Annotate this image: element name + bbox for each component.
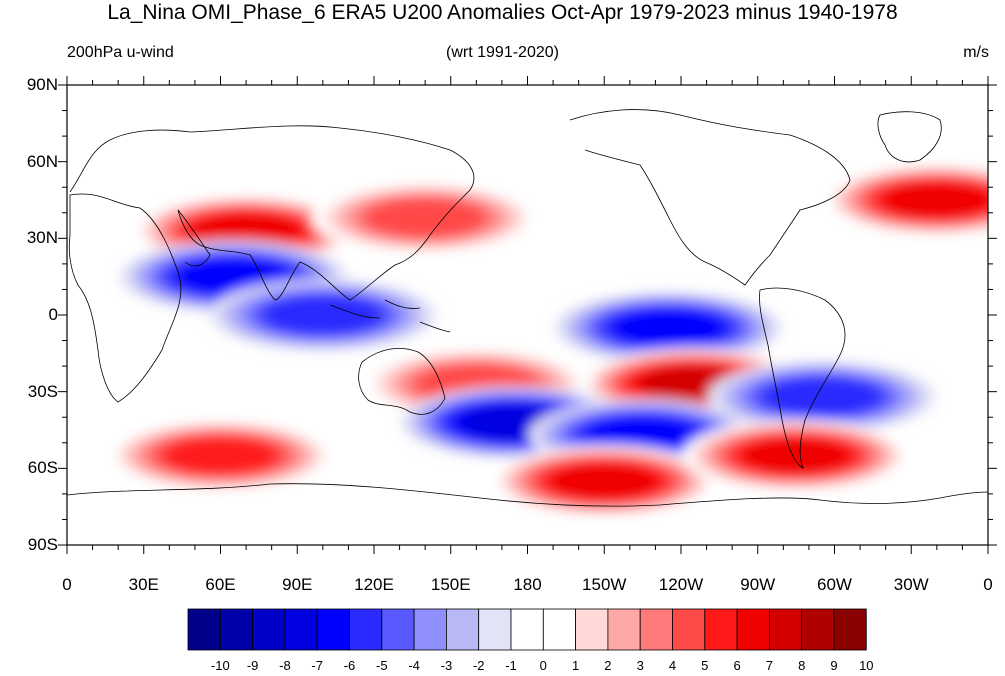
latitude-label: 90S (27, 535, 58, 554)
colorbar-label: -3 (440, 658, 453, 673)
colorbar-box (769, 608, 803, 651)
colorbar-box (672, 608, 706, 651)
colorbar-label: -8 (279, 658, 291, 673)
colorbar-label: -5 (376, 658, 388, 673)
longitude-label: 0 (62, 575, 72, 594)
colorbar-label: 6 (733, 658, 741, 673)
anomaly-contour (761, 376, 883, 417)
colorbar-box (542, 608, 576, 651)
colorbar-box (510, 608, 544, 651)
colorbar-box (639, 608, 673, 651)
colorbar-label: 3 (636, 658, 644, 673)
north-america-coastline (569, 109, 851, 286)
longitude-label: 90E (282, 575, 313, 594)
variable-label: 200hPa u-wind (67, 44, 174, 61)
colorbar-box (445, 608, 480, 651)
longitude-label: 30W (893, 575, 929, 594)
colorbar-label: -6 (343, 658, 356, 673)
latitude-label: 60S (27, 458, 58, 478)
colorbar-box (736, 608, 770, 651)
africa-coastline (68, 193, 182, 403)
colorbar-box (607, 608, 641, 651)
colorbar-box (801, 608, 835, 651)
south-america-coastline (759, 287, 846, 469)
maritime-continent-coastline (329, 299, 451, 333)
anomaly-contour (550, 463, 659, 500)
colorbar-box (187, 608, 221, 651)
longitude-label: 150W (582, 575, 627, 594)
anomaly-contour (585, 416, 700, 454)
coastlines (67, 109, 988, 507)
anomaly-contour (364, 197, 486, 238)
colorbar-box (349, 608, 383, 651)
colorbar-box (252, 608, 286, 651)
anomaly-field (67, 85, 988, 545)
colorbar-label: 0 (539, 658, 547, 673)
longitude-label: 120E (354, 575, 394, 594)
colorbar-label: 4 (668, 658, 677, 673)
colorbar-label: 2 (604, 658, 612, 673)
latitude-label: 0 (48, 305, 58, 324)
colorbar-label: -10 (210, 658, 230, 673)
colorbar-box (478, 608, 512, 651)
colorbar-box (704, 608, 738, 651)
colorbar-label: -7 (311, 658, 323, 673)
colorbar-label: 8 (798, 658, 806, 673)
colorbar-box (833, 608, 867, 651)
europe-asia-coastline (69, 125, 475, 301)
colorbar-label: -1 (505, 658, 517, 673)
colorbar-box (381, 608, 415, 651)
longitude-label: 90W (740, 575, 776, 594)
greenland-coastline (877, 111, 942, 163)
anomaly-contour (192, 212, 301, 249)
colorbar-box (316, 608, 350, 651)
colorbar (187, 608, 867, 651)
anomaly-contour (262, 295, 384, 335)
anomaly-contour (742, 437, 851, 474)
antarctica-coastline (67, 483, 988, 507)
longitude-label: 0 (983, 575, 993, 594)
longitude-label: 60W (817, 575, 852, 594)
colorbar-box (575, 608, 609, 651)
longitude-label: 30E (128, 575, 159, 594)
australia-coastline (358, 347, 446, 415)
reference-period-label: (wrt 1991-2020) (446, 44, 559, 61)
longitude-label: 180 (513, 575, 542, 594)
colorbar-box (413, 608, 447, 651)
colorbar-box (284, 608, 318, 651)
colorbar-label: -4 (408, 658, 420, 673)
anomaly-contour (611, 308, 726, 347)
colorbar-label: 9 (830, 658, 838, 673)
units-label: m/s (963, 44, 989, 61)
colorbar-label: 10 (859, 658, 874, 673)
latitude-label: 60N (26, 151, 58, 171)
colorbar-label: -2 (472, 658, 485, 673)
latitude-label: 30N (26, 228, 58, 248)
latitude-label: 90N (26, 75, 58, 94)
latitude-label: 30S (27, 381, 58, 401)
longitude-label: 60E (205, 575, 236, 594)
colorbar-label: 7 (765, 658, 773, 673)
axis-ticks (58, 76, 997, 554)
arabia-coastline (177, 209, 211, 267)
anomaly-contour (163, 436, 278, 475)
colorbar-label: -9 (246, 658, 259, 673)
map-title: La_Nina OMI_Phase_6 ERA5 U200 Anomalies … (107, 1, 898, 24)
colorbar-box (219, 608, 254, 651)
colorbar-label: 1 (571, 658, 580, 673)
longitude-label: 120W (658, 575, 704, 594)
anomaly-contour (882, 182, 988, 218)
colorbar-label: 5 (701, 658, 709, 673)
longitude-label: 150E (430, 575, 471, 594)
